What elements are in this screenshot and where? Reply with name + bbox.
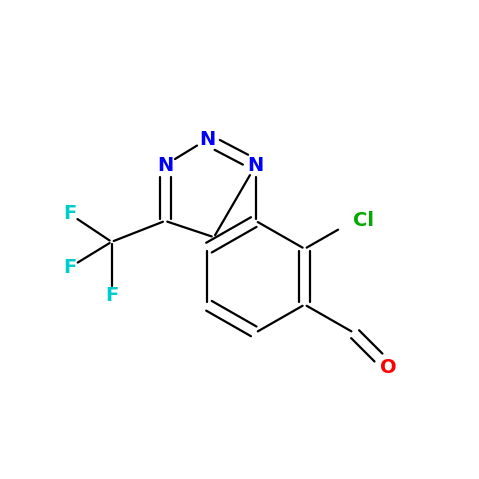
Text: F: F [63, 258, 76, 277]
Text: F: F [105, 286, 118, 305]
Text: N: N [199, 130, 215, 149]
Text: N: N [248, 156, 264, 174]
Text: F: F [63, 205, 76, 223]
Text: N: N [157, 156, 173, 174]
Text: Cl: Cl [354, 211, 375, 230]
Text: O: O [380, 358, 397, 377]
